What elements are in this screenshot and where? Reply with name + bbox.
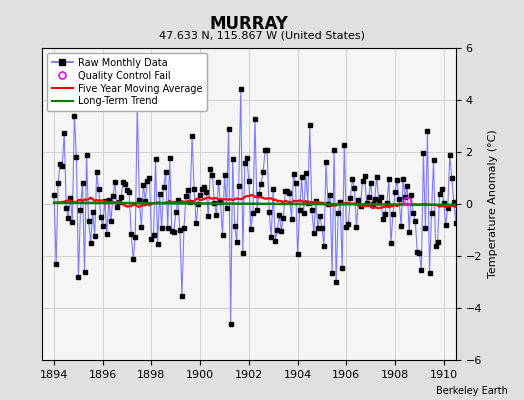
Title: MURRAY: MURRAY [210,14,288,32]
Text: Berkeley Earth: Berkeley Earth [436,386,508,396]
Legend: Raw Monthly Data, Quality Control Fail, Five Year Moving Average, Long-Term Tren: Raw Monthly Data, Quality Control Fail, … [47,53,208,111]
Text: 47.633 N, 115.867 W (United States): 47.633 N, 115.867 W (United States) [159,30,365,40]
Y-axis label: Temperature Anomaly (°C): Temperature Anomaly (°C) [488,130,498,278]
